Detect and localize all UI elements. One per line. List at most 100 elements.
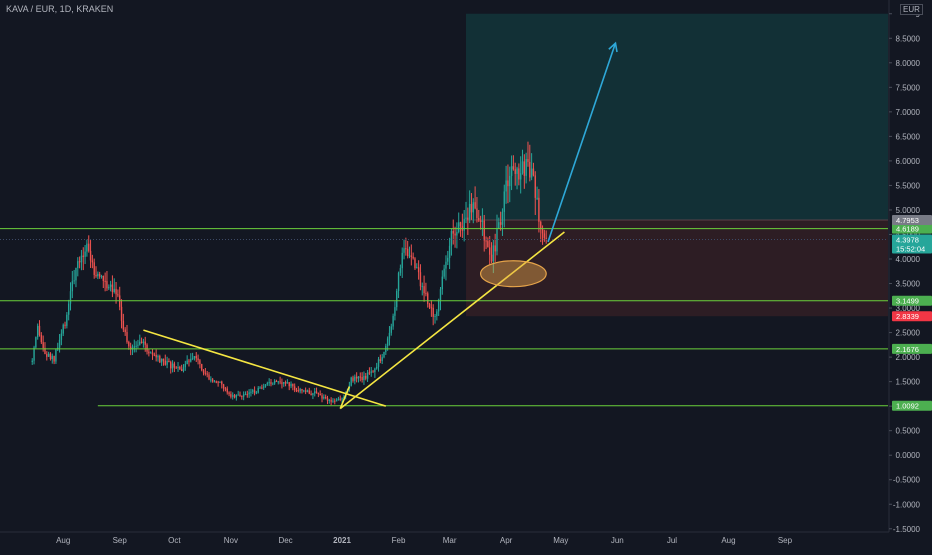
y-tick-label: 3.0000 bbox=[896, 304, 921, 313]
candle-body bbox=[69, 291, 72, 304]
candle bbox=[304, 387, 307, 395]
candle bbox=[430, 300, 433, 317]
candle bbox=[324, 394, 327, 400]
candle bbox=[408, 246, 411, 259]
candle-body bbox=[439, 289, 442, 301]
candle bbox=[119, 286, 121, 311]
candle-body bbox=[202, 370, 205, 373]
candle-body bbox=[239, 394, 241, 396]
candle bbox=[509, 166, 511, 203]
candle-body bbox=[545, 237, 547, 239]
candle bbox=[363, 371, 365, 385]
candle bbox=[392, 313, 394, 330]
candle-body bbox=[60, 333, 63, 340]
candle-body bbox=[496, 228, 498, 252]
currency-badge[interactable]: EUR bbox=[900, 4, 923, 15]
candle bbox=[463, 209, 465, 242]
candle-body bbox=[507, 180, 509, 187]
candle bbox=[237, 390, 239, 396]
candle bbox=[182, 364, 185, 373]
candle bbox=[315, 387, 318, 394]
candle-body bbox=[530, 168, 533, 178]
candle bbox=[31, 358, 33, 365]
candle-body bbox=[303, 390, 305, 392]
candle-body bbox=[115, 288, 117, 295]
candle-body bbox=[532, 168, 535, 176]
level-badge: 4.6189 bbox=[892, 223, 932, 234]
candle-body bbox=[186, 360, 188, 364]
candle-body bbox=[71, 281, 74, 292]
candle bbox=[255, 390, 258, 395]
candle-body bbox=[510, 166, 513, 176]
candle bbox=[501, 208, 504, 236]
candle-body bbox=[386, 338, 389, 346]
candle-body bbox=[377, 359, 380, 367]
candle bbox=[456, 222, 458, 249]
candle-body bbox=[505, 180, 507, 192]
candle bbox=[290, 381, 292, 389]
candle-body bbox=[445, 261, 447, 269]
candle bbox=[432, 304, 434, 326]
candle bbox=[197, 354, 199, 365]
candle-body bbox=[472, 202, 474, 213]
candle bbox=[250, 388, 252, 397]
candle-body bbox=[543, 233, 546, 238]
candle bbox=[396, 288, 398, 311]
candle-body bbox=[454, 233, 456, 236]
candle-body bbox=[222, 384, 225, 389]
candle-body bbox=[80, 255, 83, 263]
current-price-badge-countdown: 15:52:04 bbox=[896, 244, 925, 253]
candle-body bbox=[317, 392, 320, 395]
candle-body bbox=[523, 161, 526, 176]
candle-body bbox=[478, 217, 480, 221]
candle bbox=[383, 351, 385, 359]
candle bbox=[361, 372, 363, 383]
candle-body bbox=[295, 390, 298, 392]
candle-body bbox=[137, 344, 139, 346]
candle bbox=[273, 379, 276, 385]
candle-body bbox=[36, 325, 39, 338]
candle bbox=[84, 245, 86, 265]
candle bbox=[543, 229, 546, 242]
candle bbox=[191, 352, 194, 361]
candle-body bbox=[40, 335, 43, 343]
candle bbox=[401, 247, 403, 278]
candle-body bbox=[412, 256, 414, 259]
candle bbox=[213, 380, 216, 383]
candle-body bbox=[49, 353, 52, 360]
candle bbox=[173, 361, 176, 373]
candle-body bbox=[55, 349, 57, 362]
candle-body bbox=[419, 272, 422, 287]
candle-body bbox=[527, 158, 529, 162]
candle bbox=[375, 362, 378, 370]
candle-body bbox=[396, 290, 398, 308]
candle bbox=[230, 391, 232, 399]
candle bbox=[139, 334, 141, 346]
candle bbox=[536, 186, 538, 200]
candle-body bbox=[53, 355, 55, 362]
ascending-trendline bbox=[339, 231, 565, 410]
candle bbox=[381, 353, 383, 364]
candle-body bbox=[397, 272, 400, 291]
candle bbox=[140, 337, 143, 344]
candle-body bbox=[122, 320, 125, 330]
candle-body bbox=[450, 231, 453, 246]
candle-body bbox=[297, 390, 300, 392]
candle bbox=[397, 271, 400, 298]
price-axis-bg bbox=[889, 0, 932, 550]
candle bbox=[86, 239, 88, 257]
candle bbox=[35, 336, 37, 349]
candle-body bbox=[337, 398, 340, 401]
candle-body bbox=[365, 375, 367, 379]
candle bbox=[277, 380, 279, 385]
candle-body bbox=[328, 399, 331, 401]
candle bbox=[80, 249, 83, 271]
candle bbox=[465, 201, 467, 224]
candle-body bbox=[432, 307, 434, 317]
candle-body bbox=[306, 390, 309, 392]
candle-body bbox=[293, 386, 296, 391]
candle bbox=[204, 368, 207, 376]
candle bbox=[246, 390, 248, 398]
